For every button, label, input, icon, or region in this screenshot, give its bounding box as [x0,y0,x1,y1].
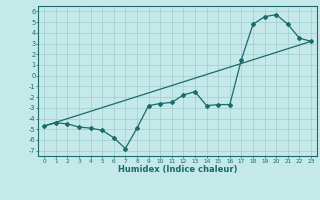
X-axis label: Humidex (Indice chaleur): Humidex (Indice chaleur) [118,165,237,174]
